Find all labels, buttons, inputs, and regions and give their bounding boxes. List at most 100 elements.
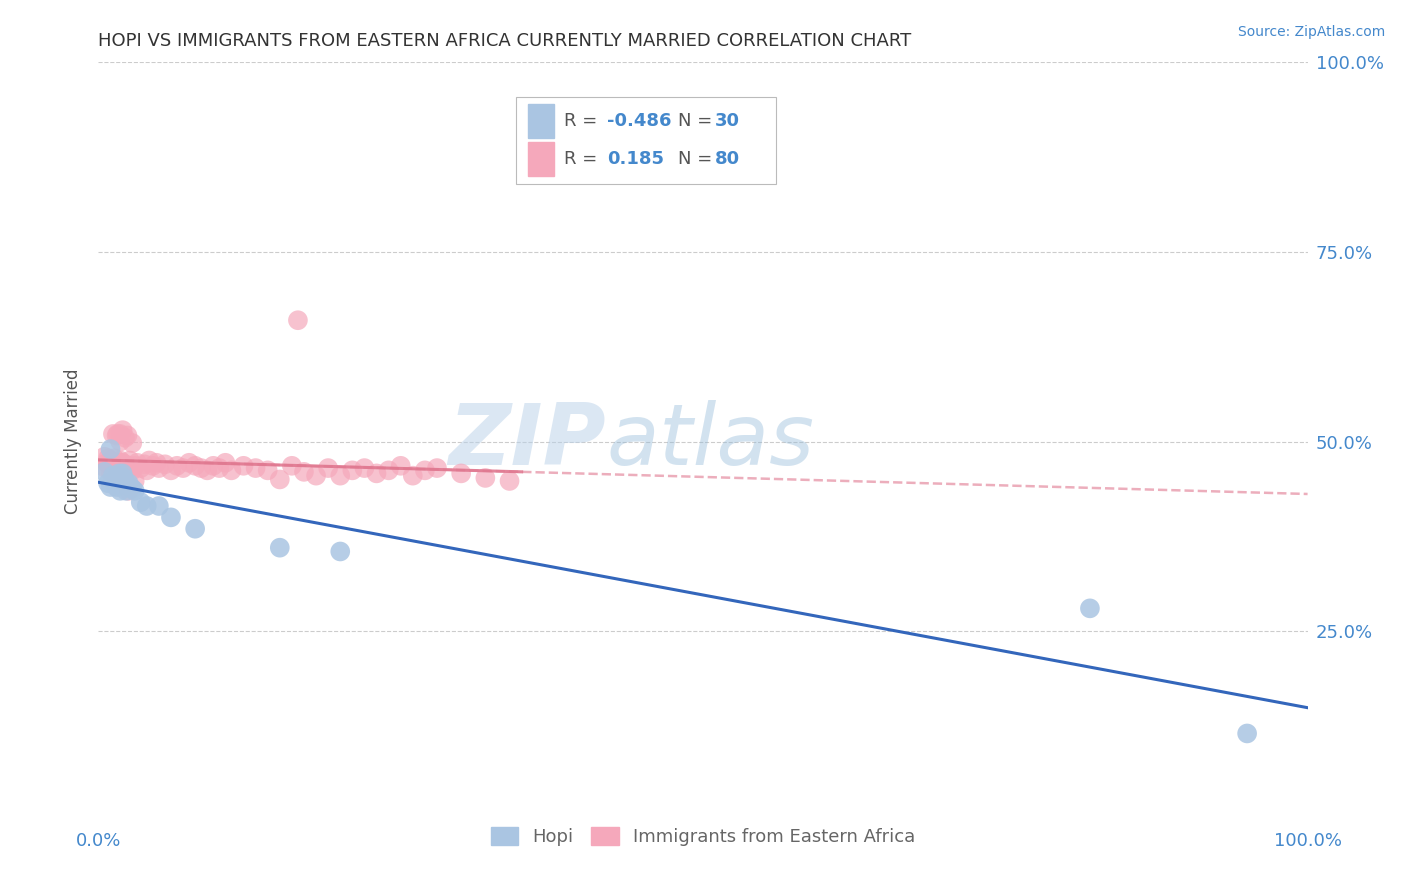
Point	[135, 499, 157, 513]
Point	[101, 468, 124, 483]
Point	[103, 451, 125, 466]
Point	[184, 458, 207, 473]
Point	[121, 463, 143, 477]
Y-axis label: Currently Married: Currently Married	[65, 368, 83, 515]
Point	[108, 427, 131, 442]
Point	[166, 458, 188, 473]
Point	[153, 458, 176, 472]
Point	[129, 495, 152, 509]
Point	[100, 458, 122, 473]
Point	[498, 474, 520, 488]
Point	[389, 458, 412, 473]
Point	[98, 458, 121, 473]
Point	[1078, 601, 1101, 615]
Point	[108, 483, 131, 498]
Point	[118, 453, 141, 467]
Point	[93, 465, 115, 479]
Point	[245, 461, 267, 475]
Point	[101, 456, 124, 470]
Point	[474, 471, 496, 485]
Point	[118, 483, 141, 498]
Point	[124, 483, 146, 498]
Point	[103, 474, 125, 488]
Text: -0.486: -0.486	[607, 112, 672, 130]
Point	[342, 463, 364, 477]
Point	[160, 510, 183, 524]
Point	[111, 467, 134, 481]
Point	[179, 456, 201, 470]
Point	[353, 461, 375, 475]
Text: HOPI VS IMMIGRANTS FROM EASTERN AFRICA CURRENTLY MARRIED CORRELATION CHART: HOPI VS IMMIGRANTS FROM EASTERN AFRICA C…	[98, 32, 911, 50]
Point	[112, 461, 135, 475]
Point	[104, 463, 127, 477]
Point	[124, 474, 146, 488]
Point	[329, 468, 352, 483]
Text: N =: N =	[678, 112, 717, 130]
Point	[287, 313, 309, 327]
Point	[450, 467, 472, 481]
Point	[214, 456, 236, 470]
Point	[426, 461, 449, 475]
Point	[138, 453, 160, 467]
Point	[105, 480, 128, 494]
Point	[97, 451, 120, 466]
Point	[93, 450, 115, 464]
Point	[172, 461, 194, 475]
Text: 0.185: 0.185	[607, 150, 665, 168]
Point	[329, 544, 352, 558]
Point	[148, 461, 170, 475]
Point	[148, 499, 170, 513]
Point	[118, 476, 141, 491]
Point	[103, 461, 125, 475]
Text: atlas: atlas	[606, 400, 814, 483]
Point	[100, 442, 122, 457]
Point	[129, 461, 152, 475]
Point	[100, 480, 122, 494]
Point	[108, 434, 131, 449]
Point	[127, 456, 149, 470]
Point	[111, 476, 134, 491]
Point	[121, 482, 143, 496]
Point	[114, 474, 136, 488]
Text: 30: 30	[716, 112, 740, 130]
Point	[110, 473, 132, 487]
FancyBboxPatch shape	[516, 96, 776, 184]
Text: Source: ZipAtlas.com: Source: ZipAtlas.com	[1237, 25, 1385, 39]
Point	[281, 458, 304, 473]
Point	[115, 483, 138, 498]
Text: R =: R =	[564, 150, 603, 168]
Legend: Hopi, Immigrants from Eastern Africa: Hopi, Immigrants from Eastern Africa	[484, 820, 922, 854]
Point	[269, 473, 291, 487]
Text: ZIP: ZIP	[449, 400, 606, 483]
Point	[96, 456, 118, 470]
Point	[190, 461, 212, 475]
Point	[108, 465, 131, 479]
Point	[101, 427, 124, 442]
Point	[121, 436, 143, 450]
Point	[292, 465, 315, 479]
Point	[97, 476, 120, 491]
Point	[94, 461, 117, 475]
Point	[105, 467, 128, 481]
Point	[111, 467, 134, 481]
Point	[111, 456, 134, 470]
Point	[108, 456, 131, 470]
Point	[208, 461, 231, 475]
Point	[107, 468, 129, 483]
Point	[305, 468, 328, 483]
Text: 80: 80	[716, 150, 740, 168]
Point	[142, 458, 165, 473]
Point	[413, 463, 436, 477]
Point	[108, 453, 131, 467]
Point	[402, 468, 425, 483]
Point	[108, 467, 131, 481]
Point	[105, 428, 128, 442]
Point	[195, 463, 218, 477]
Point	[100, 465, 122, 479]
Point	[134, 458, 156, 472]
Bar	[527, 103, 554, 138]
Point	[114, 431, 136, 445]
Point	[1236, 726, 1258, 740]
Point	[221, 463, 243, 477]
Point	[107, 461, 129, 475]
